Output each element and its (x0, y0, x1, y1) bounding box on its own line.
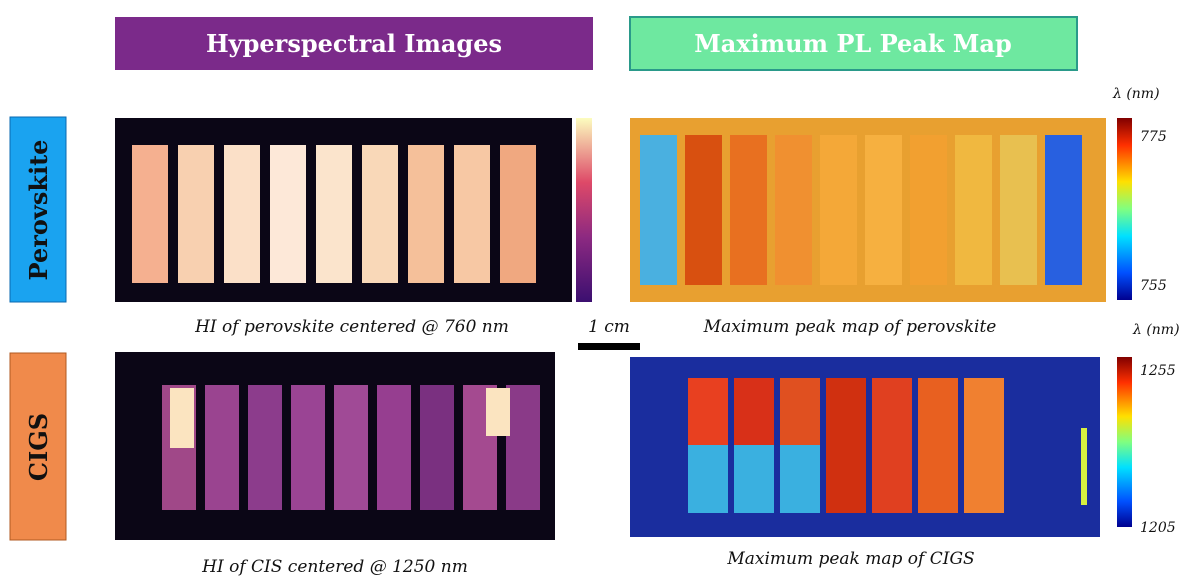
image-cell (730, 135, 767, 285)
image-cell (170, 388, 194, 448)
image-cell (826, 378, 866, 513)
header: Hyperspectral Images (206, 29, 502, 58)
caption: Maximum peak map of perovskite (703, 317, 997, 337)
caption: HI of CIS centered @ 1250 nm (201, 557, 468, 577)
colorbar (1117, 118, 1132, 300)
image-cell (408, 145, 444, 283)
image-cell (454, 145, 490, 283)
row-label: Perovskite (24, 140, 53, 281)
colorbar-min: 1205 (1140, 520, 1176, 536)
image-cell (820, 135, 857, 285)
image-cell (872, 378, 912, 513)
image-cell (205, 385, 239, 510)
image-cell (334, 385, 368, 510)
image-cell (291, 385, 325, 510)
image-cell (420, 385, 454, 510)
caption: Maximum peak map of CIGS (726, 549, 974, 569)
image-cell (865, 135, 902, 285)
image-cell (377, 385, 411, 510)
scale-bar (578, 343, 640, 350)
colorbar (576, 118, 592, 302)
colorbar-max: 775 (1140, 129, 1167, 145)
header: Maximum PL Peak Map (694, 29, 1012, 58)
image-cell (910, 135, 947, 285)
image-cell (1081, 428, 1087, 505)
colorbar-min: 755 (1140, 278, 1167, 294)
image-cell (780, 445, 820, 513)
caption: HI of perovskite centered @ 760 nm (194, 317, 509, 337)
image-cell (500, 145, 536, 283)
image-cell (486, 388, 510, 436)
image-cell (734, 445, 774, 513)
image-cell (270, 145, 306, 283)
image-cell (316, 145, 352, 283)
image-cell (688, 445, 728, 513)
colorbar-max: 1255 (1140, 363, 1176, 379)
image-cell (964, 378, 1004, 513)
image-cell (506, 385, 540, 510)
image-cell (918, 378, 958, 513)
image-cell (248, 385, 282, 510)
image-cell (640, 135, 677, 285)
image-cell (1045, 135, 1082, 285)
image-cell (1000, 135, 1037, 285)
image-cell (132, 145, 168, 283)
colorbar (1117, 357, 1132, 527)
image-cell (224, 145, 260, 283)
row-label: CIGS (24, 413, 53, 481)
image-cell (178, 145, 214, 283)
colorbar-label: λ (nm) (1132, 322, 1180, 338)
image-cell (685, 135, 722, 285)
image-cell (362, 145, 398, 283)
colorbar-label: λ (nm) (1112, 86, 1160, 102)
figure: Hyperspectral Images Maximum PL Peak Map… (0, 0, 1193, 578)
scale-label: 1 cm (588, 317, 630, 337)
image-cell (955, 135, 992, 285)
image-cell (775, 135, 812, 285)
